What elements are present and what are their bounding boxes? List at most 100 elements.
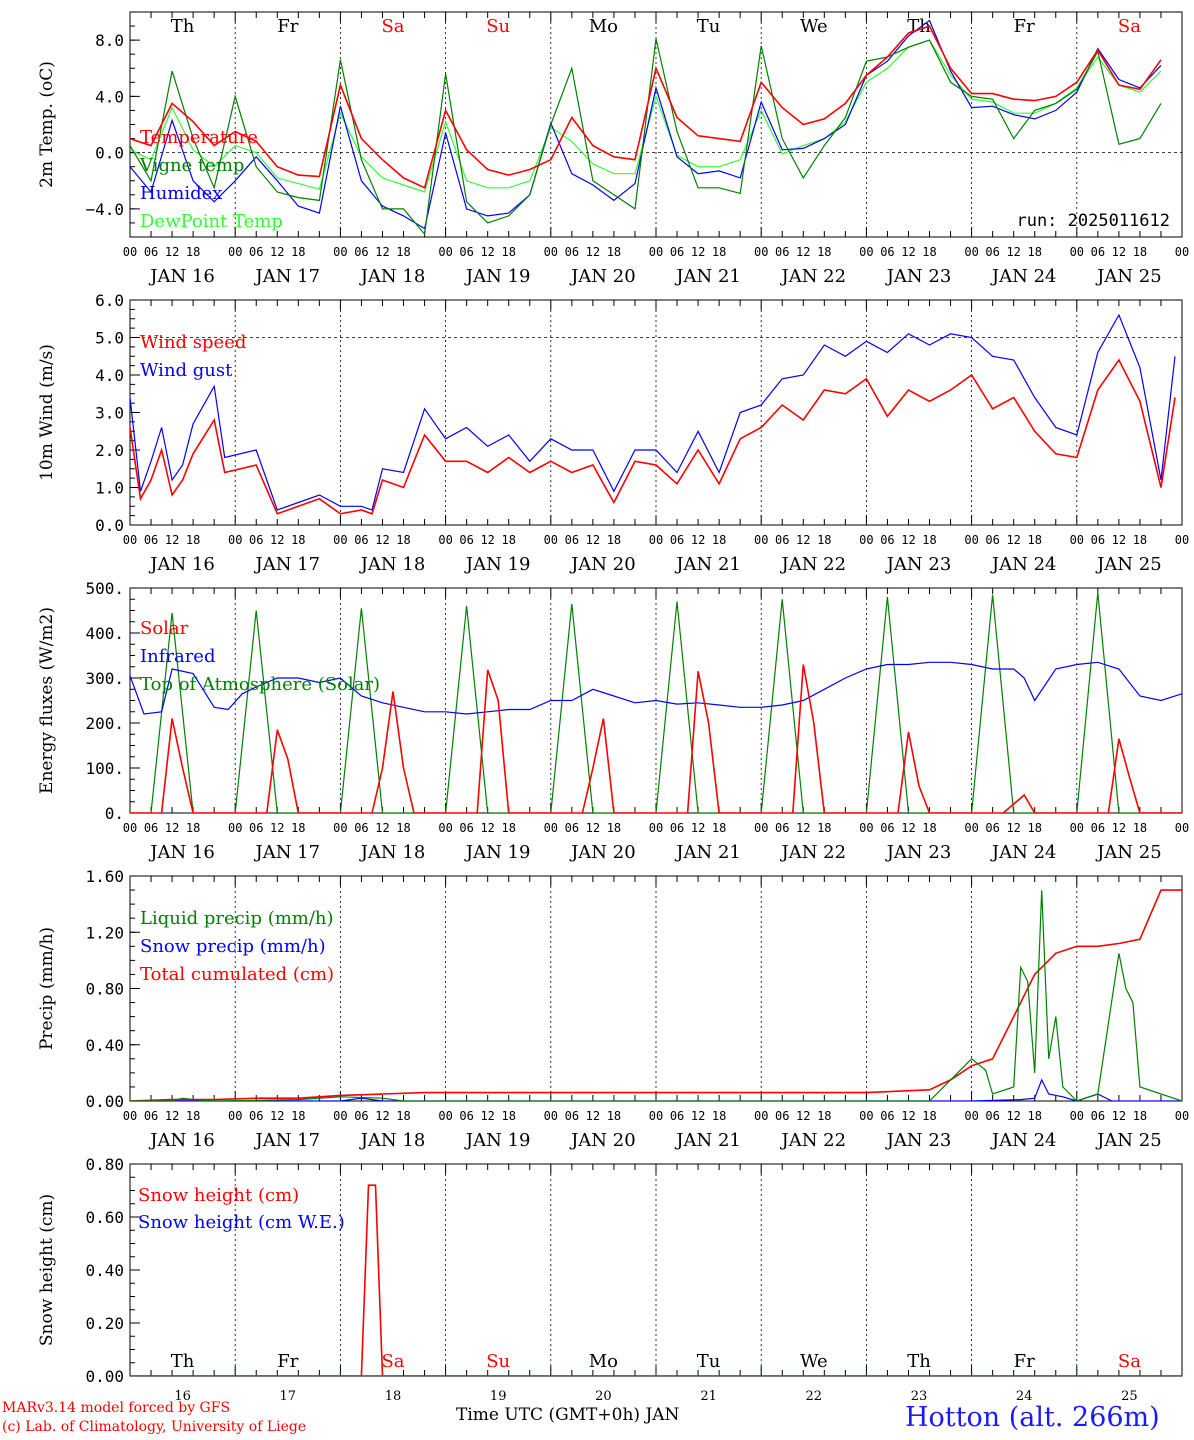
legend-entry: Humidex: [140, 183, 222, 204]
hour-label: 06: [565, 821, 579, 835]
hour-label: 18: [712, 821, 726, 835]
day-number-label: 17: [280, 1389, 297, 1404]
hour-label: 06: [1091, 1109, 1105, 1123]
y-tick-label: 8.0: [95, 31, 124, 50]
y-tick-label: 1.0: [95, 479, 124, 498]
date-label: JAN 25: [1095, 554, 1162, 575]
hour-label: 06: [1091, 533, 1105, 547]
hour-label: 00: [1175, 1109, 1189, 1123]
legend-entry: Wind speed: [140, 332, 246, 353]
hour-label: 06: [459, 533, 473, 547]
hour-label: 12: [165, 821, 179, 835]
date-label: JAN 20: [569, 266, 636, 287]
legend-entry: Solar: [140, 618, 189, 639]
day-abbr-label: Mo: [589, 16, 618, 37]
hour-label: 18: [922, 245, 936, 259]
hour-label: 06: [670, 1109, 684, 1123]
date-label: JAN 18: [359, 842, 426, 863]
date-label: JAN 19: [464, 554, 531, 575]
hour-label: 18: [501, 245, 515, 259]
date-label: JAN 20: [569, 1130, 636, 1151]
hour-label: 00: [1070, 533, 1084, 547]
day-number-label: 22: [806, 1389, 823, 1404]
hour-label: 18: [922, 1109, 936, 1123]
day-abbr-label: Fr: [1014, 1351, 1035, 1372]
hour-label: 18: [1027, 245, 1041, 259]
date-label: JAN 16: [148, 1130, 215, 1151]
y-axis-label: Precip (mm/h): [37, 927, 57, 1050]
series-line-1: [130, 313, 1176, 511]
hour-label: 18: [922, 821, 936, 835]
hour-label: 12: [796, 533, 810, 547]
day-number-label: 21: [700, 1389, 717, 1404]
hour-label: 06: [565, 1109, 579, 1123]
hour-label: 00: [333, 821, 347, 835]
run-label: run: 2025011612: [1016, 211, 1170, 231]
hour-label: 06: [144, 821, 158, 835]
hour-label: 18: [291, 533, 305, 547]
hour-label: 12: [1006, 533, 1020, 547]
hour-label: 06: [459, 245, 473, 259]
hour-label: 00: [649, 1109, 663, 1123]
hour-label: 12: [165, 1109, 179, 1123]
date-label: JAN 24: [990, 1130, 1057, 1151]
hour-label: 18: [501, 533, 515, 547]
hour-label: 12: [901, 821, 915, 835]
hour-label: 12: [586, 1109, 600, 1123]
day-number-label: 24: [1016, 1389, 1033, 1404]
hour-label: 18: [501, 821, 515, 835]
hour-label: 00: [438, 821, 452, 835]
hour-label: 12: [270, 533, 284, 547]
y-tick-label: 300.: [85, 669, 124, 688]
day-abbr-label: We: [800, 1351, 828, 1372]
date-label: JAN 17: [254, 1130, 321, 1151]
hour-label: 06: [880, 245, 894, 259]
y-tick-label: 4.0: [95, 87, 124, 106]
y-tick-label: 0.: [105, 804, 124, 823]
hour-label: 06: [670, 245, 684, 259]
hour-label: 12: [270, 1109, 284, 1123]
series-line-1: [130, 661, 1182, 715]
hour-label: 12: [165, 245, 179, 259]
day-number-label: 18: [385, 1389, 402, 1404]
x-axis-title: Time UTC (GMT+0h) JAN: [456, 1405, 680, 1425]
hour-label: 12: [691, 245, 705, 259]
hour-label: 12: [270, 245, 284, 259]
y-axis-label: Snow height (cm): [37, 1194, 57, 1346]
hour-label: 06: [565, 245, 579, 259]
hour-label: 12: [691, 1109, 705, 1123]
date-label: JAN 25: [1095, 1130, 1162, 1151]
date-label: JAN 24: [990, 266, 1057, 287]
legend-entry: Top of Atmosphere (Solar): [140, 674, 380, 695]
hour-label: 00: [1175, 533, 1189, 547]
date-label: JAN 22: [780, 266, 847, 287]
hour-label: 06: [880, 821, 894, 835]
date-label: JAN 18: [359, 266, 426, 287]
y-tick-label: 0.80: [85, 1155, 124, 1174]
hour-label: 00: [333, 245, 347, 259]
y-tick-label: 500.: [85, 579, 124, 598]
hour-label: 06: [144, 245, 158, 259]
hour-label: 00: [438, 1109, 452, 1123]
hour-label: 00: [649, 821, 663, 835]
y-tick-label: 100.: [85, 759, 124, 778]
y-axis-label: 10m Wind (m/s): [37, 344, 57, 481]
date-label: JAN 21: [674, 842, 741, 863]
hour-label: 12: [901, 1109, 915, 1123]
day-number-label: 20: [595, 1389, 612, 1404]
hour-label: 00: [123, 533, 137, 547]
hour-label: 06: [985, 1109, 999, 1123]
hour-label: 18: [817, 533, 831, 547]
hour-label: 06: [1091, 821, 1105, 835]
date-label: JAN 20: [569, 554, 636, 575]
hour-label: 00: [228, 821, 242, 835]
legend-entry: Vigne temp: [139, 155, 244, 176]
hour-label: 00: [754, 821, 768, 835]
hour-label: 18: [817, 1109, 831, 1123]
hour-label: 00: [544, 245, 558, 259]
y-tick-label: 200.: [85, 714, 124, 733]
hour-label: 12: [586, 245, 600, 259]
day-abbr-label: Tu: [697, 16, 721, 37]
day-abbr-label: Su: [486, 16, 510, 37]
